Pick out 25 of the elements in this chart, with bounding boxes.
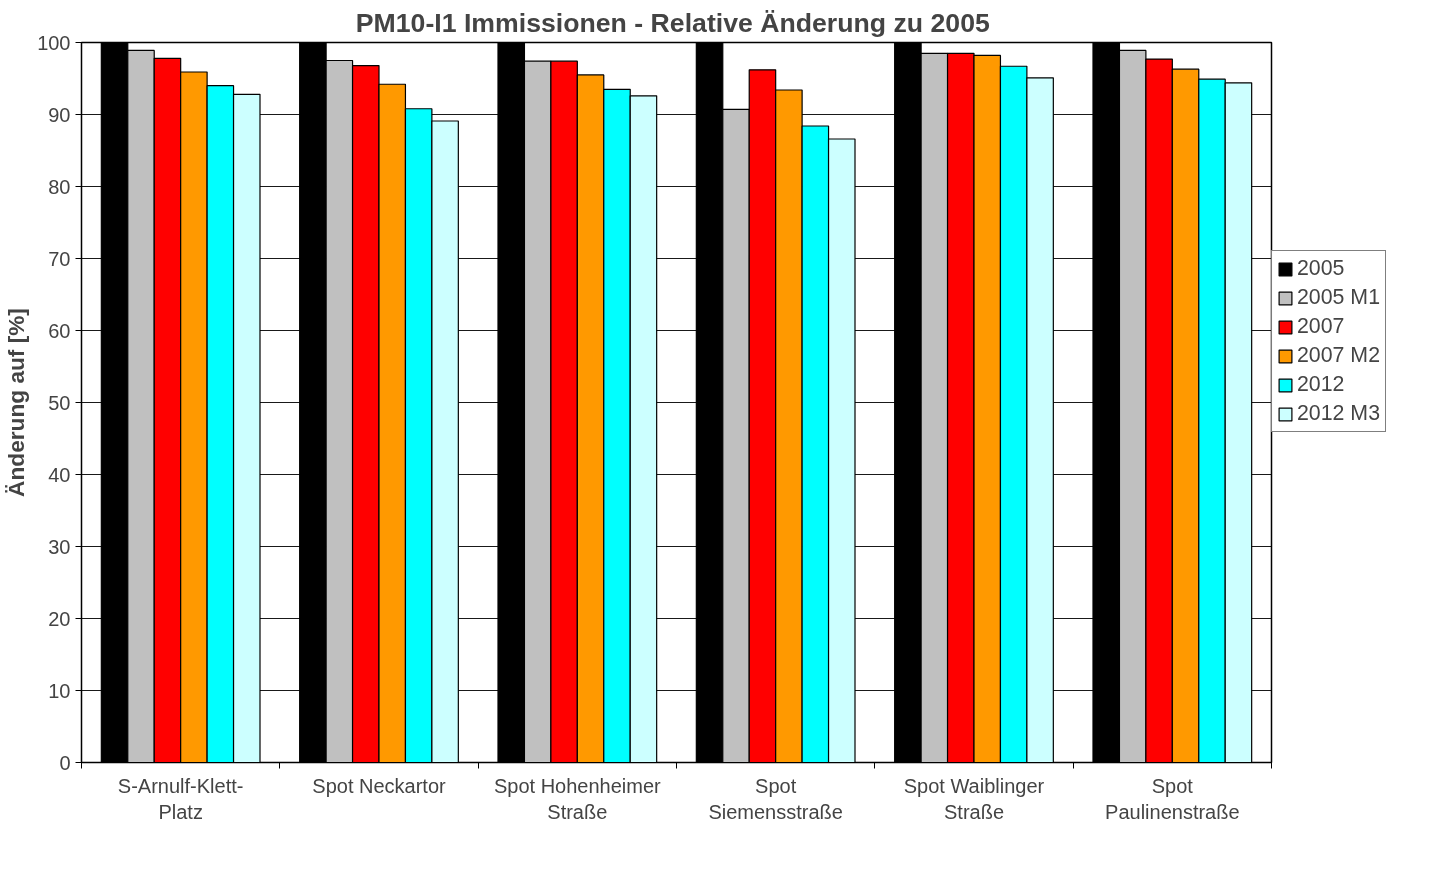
y-tick-label: 40 xyxy=(48,463,71,486)
y-tick-label: 60 xyxy=(48,319,71,342)
y-tick-label: 100 xyxy=(37,31,71,54)
x-tick-label: Spot Siemensstraße xyxy=(708,774,843,823)
y-tick-label: 0 xyxy=(59,751,71,774)
legend-label: 2005 M1 xyxy=(1297,285,1381,310)
legend-label: 2007 xyxy=(1297,314,1345,339)
y-tick-label: 70 xyxy=(48,247,71,270)
x-tick-label: Spot Hohenheimer Straße xyxy=(493,774,662,823)
x-tick-label: Spot Paulinenstraße xyxy=(1105,774,1240,823)
y-tick-label: 20 xyxy=(48,607,71,630)
legend-label: 2012 M3 xyxy=(1297,401,1381,426)
x-tick-label: S-Arnulf-Klett-Platz xyxy=(117,774,244,823)
y-tick-label: 80 xyxy=(48,175,71,198)
chart-title: PM10-I1 Immissionen - Relative Änderung zu 2005 xyxy=(355,7,990,38)
y-axis-title: Änderung auf [%] xyxy=(3,308,30,497)
legend-label: 2012 xyxy=(1297,372,1345,397)
y-tick-label: 90 xyxy=(48,103,71,126)
x-tick-label: Spot Waiblinger Straße xyxy=(903,774,1045,823)
legend-label: 2005 xyxy=(1297,256,1345,281)
y-tick-label: 30 xyxy=(48,535,71,558)
y-tick-label: 50 xyxy=(48,391,71,414)
y-tick-label: 10 xyxy=(48,679,71,702)
x-tick-label: Spot Neckartor xyxy=(312,774,447,797)
legend-label: 2007 M2 xyxy=(1297,343,1381,368)
